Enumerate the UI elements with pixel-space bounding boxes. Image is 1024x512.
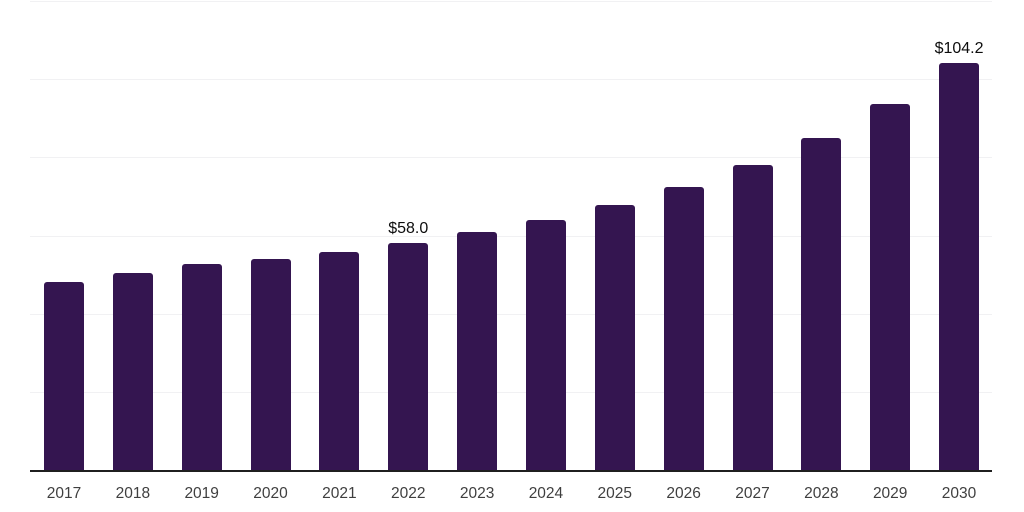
x-tick-label-2026: 2026 [666, 485, 701, 502]
gridline-y-80 [30, 157, 992, 159]
x-tick-label-2018: 2018 [115, 485, 151, 502]
x-tick-label-2029: 2029 [872, 485, 908, 502]
bar-2019[interactable] [181, 264, 222, 470]
gridline-y-100 [30, 79, 992, 81]
x-tick-label-2027: 2027 [735, 485, 770, 502]
bar-2021[interactable] [319, 251, 360, 470]
gridline-y-60 [30, 235, 992, 237]
gridline-y-120 [30, 1, 992, 2]
bar-2020[interactable] [250, 258, 291, 470]
bar-2026[interactable] [663, 187, 704, 470]
x-tick-label-2030: 2030 [941, 485, 977, 502]
x-tick-label-2020: 2020 [253, 485, 288, 502]
bar-2025[interactable] [594, 205, 635, 470]
x-tick-label-2017: 2017 [46, 485, 82, 502]
bar-2029[interactable] [870, 104, 911, 470]
x-tick-label-2028: 2028 [804, 485, 839, 502]
x-tick-label-2024: 2024 [528, 485, 564, 502]
bar-2017[interactable] [44, 282, 84, 470]
bar-2030[interactable] [939, 62, 980, 470]
x-tick-label-2019: 2019 [184, 485, 219, 502]
x-tick-label-2021: 2021 [322, 485, 357, 502]
x-axis-line [30, 469, 992, 472]
x-tick-label-2023: 2023 [459, 485, 495, 502]
data-label-2022: $58.0 [388, 220, 429, 238]
bar-2018[interactable] [112, 273, 153, 470]
bar-2023[interactable] [457, 231, 498, 470]
gridline-y-20 [30, 391, 992, 393]
bar-2028[interactable] [801, 137, 842, 470]
x-tick-label-2022: 2022 [391, 485, 426, 502]
bar-2022[interactable] [388, 243, 429, 470]
gridline-y-40 [30, 313, 992, 315]
bar-2027[interactable] [732, 165, 773, 470]
x-tick-label-2025: 2025 [597, 485, 633, 502]
data-label-2030: $104.2 [934, 39, 984, 57]
bar-2024[interactable] [525, 219, 566, 470]
